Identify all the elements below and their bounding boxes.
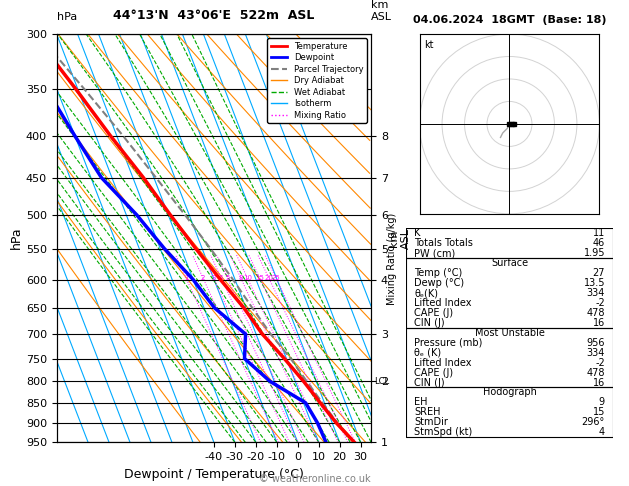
Text: 1.95: 1.95 <box>584 248 605 258</box>
Text: 20: 20 <box>265 276 274 281</box>
Y-axis label: km
ASL: km ASL <box>389 227 411 249</box>
Text: Hodograph: Hodograph <box>482 387 537 398</box>
X-axis label: Dewpoint / Temperature (°C): Dewpoint / Temperature (°C) <box>124 468 304 481</box>
Text: 11: 11 <box>593 228 605 239</box>
Text: Surface: Surface <box>491 258 528 268</box>
Text: CAPE (J): CAPE (J) <box>414 308 453 318</box>
Text: -2: -2 <box>595 358 605 367</box>
Text: 04.06.2024  18GMT  (Base: 18): 04.06.2024 18GMT (Base: 18) <box>413 15 606 25</box>
Text: Dewp (°C): Dewp (°C) <box>414 278 464 288</box>
Text: Mixing Ratio (g/kg): Mixing Ratio (g/kg) <box>387 212 396 305</box>
Text: CIN (J): CIN (J) <box>414 378 445 387</box>
Text: 25: 25 <box>272 276 281 281</box>
Text: 4: 4 <box>219 276 223 281</box>
Text: 334: 334 <box>587 288 605 298</box>
Text: 46: 46 <box>593 238 605 248</box>
Text: 27: 27 <box>593 268 605 278</box>
Text: 334: 334 <box>587 347 605 358</box>
Y-axis label: hPa: hPa <box>10 227 23 249</box>
Text: 296°: 296° <box>582 417 605 427</box>
Text: Temp (°C): Temp (°C) <box>414 268 462 278</box>
Text: PW (cm): PW (cm) <box>414 248 455 258</box>
Text: 13.5: 13.5 <box>584 278 605 288</box>
Text: 4: 4 <box>599 427 605 437</box>
Text: 478: 478 <box>586 367 605 378</box>
Text: CAPE (J): CAPE (J) <box>414 367 453 378</box>
Text: kt: kt <box>424 39 433 50</box>
Text: 5: 5 <box>225 276 230 281</box>
Text: 15: 15 <box>255 276 264 281</box>
Text: θₑ(K): θₑ(K) <box>414 288 438 298</box>
Text: hPa: hPa <box>57 12 77 22</box>
Text: 16: 16 <box>593 378 605 387</box>
Text: Pressure (mb): Pressure (mb) <box>414 338 482 348</box>
Text: Lifted Index: Lifted Index <box>414 298 472 308</box>
Text: km
ASL: km ASL <box>371 0 392 22</box>
Text: 3: 3 <box>211 276 216 281</box>
Text: 8: 8 <box>238 276 243 281</box>
Text: 9: 9 <box>599 398 605 407</box>
Text: © weatheronline.co.uk: © weatheronline.co.uk <box>259 473 370 484</box>
Text: K: K <box>414 228 420 239</box>
Text: θₑ (K): θₑ (K) <box>414 347 441 358</box>
Text: 478: 478 <box>586 308 605 318</box>
Text: 956: 956 <box>586 338 605 348</box>
Text: 10: 10 <box>243 276 252 281</box>
Text: StmDir: StmDir <box>414 417 448 427</box>
Text: -2: -2 <box>595 298 605 308</box>
Text: SREH: SREH <box>414 407 440 417</box>
Text: 44°13'N  43°06'E  522m  ASL: 44°13'N 43°06'E 522m ASL <box>113 9 314 22</box>
Text: 16: 16 <box>593 318 605 328</box>
Text: 15: 15 <box>593 407 605 417</box>
Text: EH: EH <box>414 398 428 407</box>
Text: Lifted Index: Lifted Index <box>414 358 472 367</box>
Text: CIN (J): CIN (J) <box>414 318 445 328</box>
Text: Totals Totals: Totals Totals <box>414 238 473 248</box>
Text: Most Unstable: Most Unstable <box>474 328 545 338</box>
Text: LCL: LCL <box>374 377 389 386</box>
Text: StmSpd (kt): StmSpd (kt) <box>414 427 472 437</box>
Text: 2: 2 <box>201 276 205 281</box>
Text: 1: 1 <box>184 276 189 281</box>
Legend: Temperature, Dewpoint, Parcel Trajectory, Dry Adiabat, Wet Adiabat, Isotherm, Mi: Temperature, Dewpoint, Parcel Trajectory… <box>267 38 367 123</box>
